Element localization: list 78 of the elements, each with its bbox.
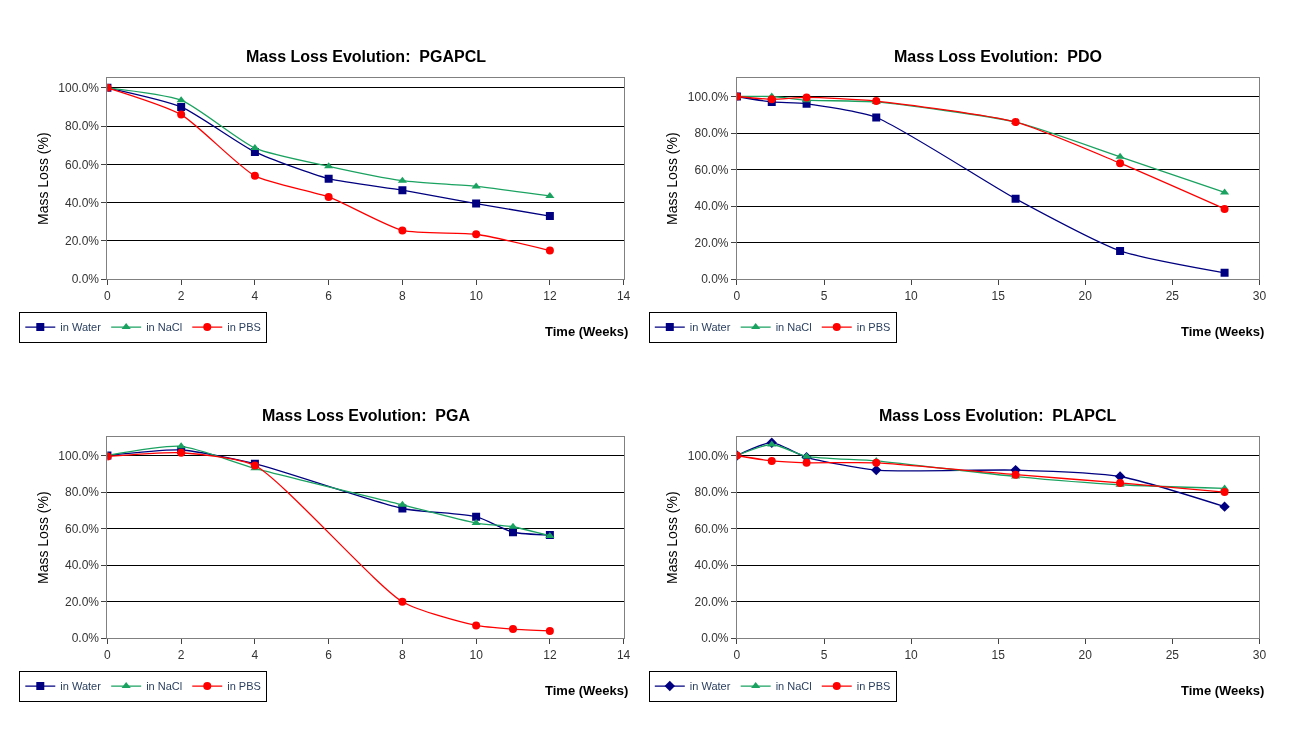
chart-title: Mass Loss Evolution: PLAPCL [879, 407, 1117, 424]
legend-label: in Water [60, 321, 102, 334]
y-tick-label: 20.0% [694, 594, 729, 609]
y-tick-label: 40.0% [64, 195, 100, 210]
legend-label: in PBS [227, 680, 261, 693]
y-tick-label: 0.0% [701, 272, 729, 287]
y-tick-label: 20.0% [64, 594, 100, 609]
x-tick-label: 12 [543, 288, 557, 303]
x-tick-label: 25 [1165, 288, 1180, 303]
x-tick-label: 15 [991, 288, 1006, 303]
y-tick-label: 100.0% [58, 80, 100, 95]
x-tick-label: 8 [399, 288, 407, 303]
x-tick-label: 6 [325, 288, 333, 303]
x-tick-label: 0 [104, 647, 112, 662]
legend-label: in Water [689, 680, 731, 693]
x-tick-label: 10 [469, 647, 484, 662]
x-tick-label: 4 [251, 647, 259, 662]
x-tick-label: 30 [1252, 288, 1267, 303]
x-axis-title: Time (Weeks) [1181, 324, 1265, 339]
legend-label: in PBS [856, 680, 891, 693]
x-tick-label: 15 [991, 647, 1006, 662]
y-tick-label: 0.0% [71, 631, 100, 646]
x-axis-title: Time (Weeks) [1181, 683, 1265, 698]
y-tick-label: 80.0% [64, 119, 100, 134]
y-tick-label: 60.0% [694, 521, 729, 536]
x-tick-label: 2 [177, 647, 185, 662]
x-tick-label: 10 [904, 647, 919, 662]
x-tick-label: 30 [1252, 647, 1267, 662]
x-tick-label: 0 [104, 288, 112, 303]
y-tick-label: 80.0% [694, 485, 729, 500]
y-tick-label: 100.0% [687, 89, 729, 104]
y-tick-label: 20.0% [64, 234, 100, 249]
x-tick-label: 20 [1078, 647, 1093, 662]
chart-title: Mass Loss Evolution: PGA [262, 407, 471, 424]
x-tick-label: 12 [543, 647, 557, 662]
legend-label: in NaCl [775, 321, 812, 334]
legend-label: in NaCl [146, 680, 183, 693]
y-tick-label: 40.0% [694, 199, 729, 214]
x-tick-label: 6 [325, 647, 333, 662]
x-tick-label: 14 [616, 647, 631, 662]
x-axis-title: Time (Weeks) [545, 324, 629, 339]
y-axis-title: Mass Loss (%) [664, 132, 681, 226]
x-tick-label: 25 [1165, 647, 1180, 662]
x-tick-label: 14 [616, 288, 631, 303]
x-tick-label: 10 [469, 288, 484, 303]
legend-label: in Water [60, 680, 102, 693]
x-tick-label: 4 [251, 288, 259, 303]
legend-label: in PBS [227, 321, 261, 334]
x-tick-label: 5 [820, 288, 828, 303]
x-tick-label: 2 [177, 288, 185, 303]
y-axis-title: Mass Loss (%) [664, 491, 681, 585]
legend-label: in NaCl [146, 321, 183, 334]
y-tick-label: 0.0% [71, 272, 100, 287]
legend-label: in PBS [856, 321, 891, 334]
y-tick-label: 80.0% [64, 485, 100, 500]
y-tick-label: 100.0% [687, 448, 729, 463]
x-tick-label: 10 [904, 288, 919, 303]
legend-label: in Water [689, 321, 731, 334]
y-axis-title: Mass Loss (%) [34, 491, 51, 585]
x-tick-label: 0 [733, 288, 741, 303]
x-axis-title: Time (Weeks) [545, 683, 629, 698]
y-tick-label: 0.0% [701, 631, 729, 646]
chart-title: Mass Loss Evolution: PGAPCL [246, 48, 487, 65]
y-tick-label: 40.0% [64, 558, 100, 573]
y-tick-label: 100.0% [58, 448, 100, 463]
y-tick-label: 60.0% [64, 157, 100, 172]
chart-title: Mass Loss Evolution: PDO [894, 48, 1103, 65]
y-tick-label: 80.0% [694, 126, 729, 141]
x-tick-label: 8 [399, 647, 407, 662]
y-tick-label: 60.0% [694, 162, 729, 177]
y-axis-title: Mass Loss (%) [34, 132, 51, 226]
y-tick-label: 60.0% [64, 521, 100, 536]
x-tick-label: 5 [820, 647, 828, 662]
x-tick-label: 20 [1078, 288, 1093, 303]
y-tick-label: 20.0% [694, 235, 729, 250]
legend-label: in NaCl [775, 680, 812, 693]
x-tick-label: 0 [733, 647, 741, 662]
y-tick-label: 40.0% [694, 558, 729, 573]
